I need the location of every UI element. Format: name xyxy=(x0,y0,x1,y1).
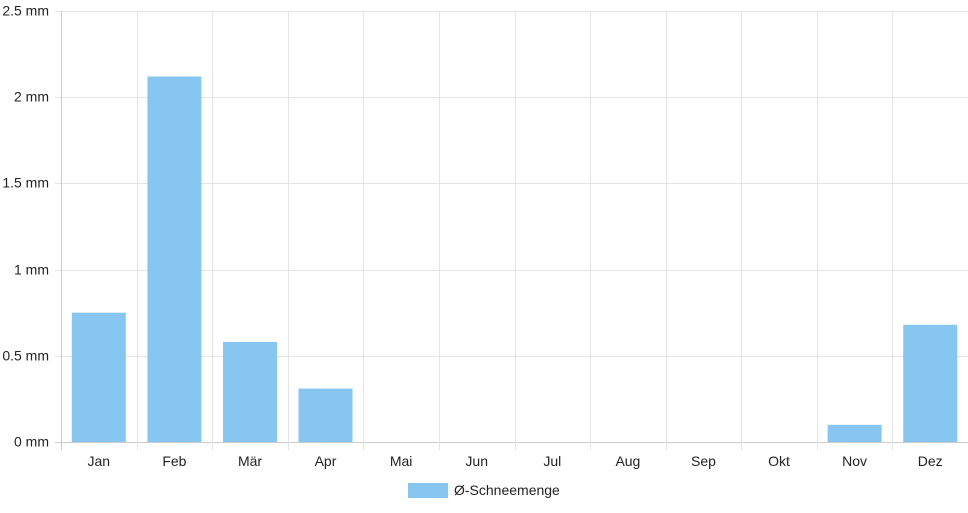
y-tick-label: 0.5 mm xyxy=(2,348,49,364)
x-tick-label: Okt xyxy=(768,453,790,469)
x-tick-label: Feb xyxy=(162,453,186,469)
legend-swatch[interactable] xyxy=(408,483,448,498)
x-tick-label: Jan xyxy=(88,453,111,469)
bar-Jan xyxy=(71,312,126,442)
y-tick-label: 2.5 mm xyxy=(2,3,49,19)
x-tick-label: Mai xyxy=(390,453,413,469)
x-tick-label: Sep xyxy=(691,453,716,469)
bar-series xyxy=(71,76,958,442)
bar-Dez xyxy=(903,324,958,442)
x-tick-label: Jul xyxy=(543,453,561,469)
x-tick-label: Mär xyxy=(238,453,262,469)
y-tick-label: 1.5 mm xyxy=(2,175,49,191)
x-tick-label: Apr xyxy=(315,453,337,469)
x-tick-label: Jun xyxy=(465,453,488,469)
x-tick-label: Aug xyxy=(615,453,640,469)
bar-Mär xyxy=(223,342,277,442)
bar-Nov xyxy=(827,424,882,442)
bar-Feb xyxy=(147,76,202,442)
y-tick-label: 1 mm xyxy=(14,262,49,278)
bar-Apr xyxy=(298,388,353,442)
x-tick-label: Dez xyxy=(918,453,943,469)
y-tick-labels: 0 mm 0.5 mm 1 mm 1.5 mm 2 mm 2.5 mm xyxy=(2,3,49,450)
grid-lines xyxy=(55,11,968,450)
y-tick-label: 0 mm xyxy=(14,434,49,450)
x-tick-label: Nov xyxy=(842,453,867,469)
x-tick-labels: Jan Feb Mär Apr Mai Jun Jul Aug Sep Okt Nov Dez xyxy=(88,453,943,469)
legend-label[interactable]: Ø-Schneemenge xyxy=(454,482,560,498)
legend[interactable]: Ø-Schneemenge xyxy=(408,482,560,498)
y-tick-label: 2 mm xyxy=(14,89,49,105)
